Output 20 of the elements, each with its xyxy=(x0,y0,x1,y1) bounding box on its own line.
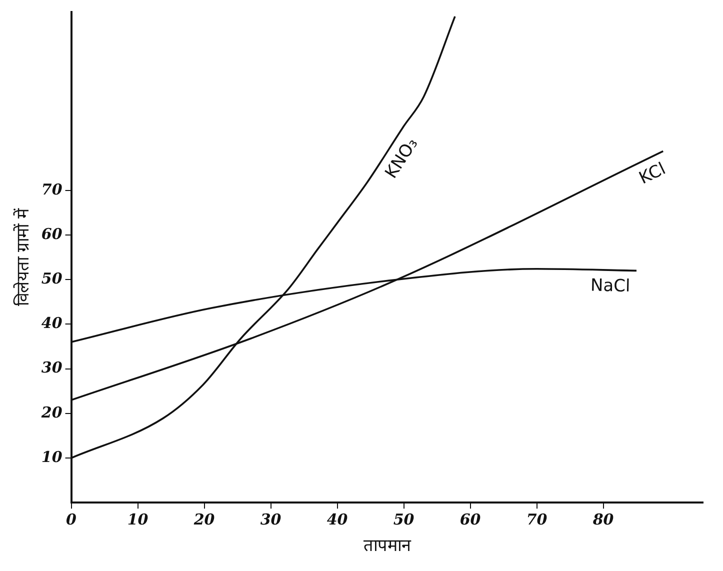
y-tick-label: 40 xyxy=(41,314,63,332)
x-tick-label: 40 xyxy=(326,510,348,528)
y-tick-label: 20 xyxy=(40,403,63,422)
y-tick-label: 70 xyxy=(41,180,63,198)
y-tick-label: 50 xyxy=(41,269,63,288)
y-axis-title: विलेयता ग्रामों में xyxy=(12,207,34,306)
x-tick-label: 0 xyxy=(66,510,78,528)
y-tick-label: 60 xyxy=(41,224,63,243)
series-label: NaCl xyxy=(590,276,630,296)
x-tick-label: 30 xyxy=(260,510,282,528)
x-tick-label: 70 xyxy=(526,510,548,528)
y-tick-label: 30 xyxy=(41,358,63,377)
y-tick-label: 10 xyxy=(41,448,63,466)
x-tick-label: 20 xyxy=(192,510,216,528)
text: KCl xyxy=(636,159,669,189)
x-tick-label: 80 xyxy=(592,510,614,528)
x-axis-title: तापमान xyxy=(364,536,412,556)
x-tick-label: 10 xyxy=(127,510,149,528)
x-tick-label: 50 xyxy=(393,510,415,528)
x-tick-label: 60 xyxy=(460,510,482,528)
